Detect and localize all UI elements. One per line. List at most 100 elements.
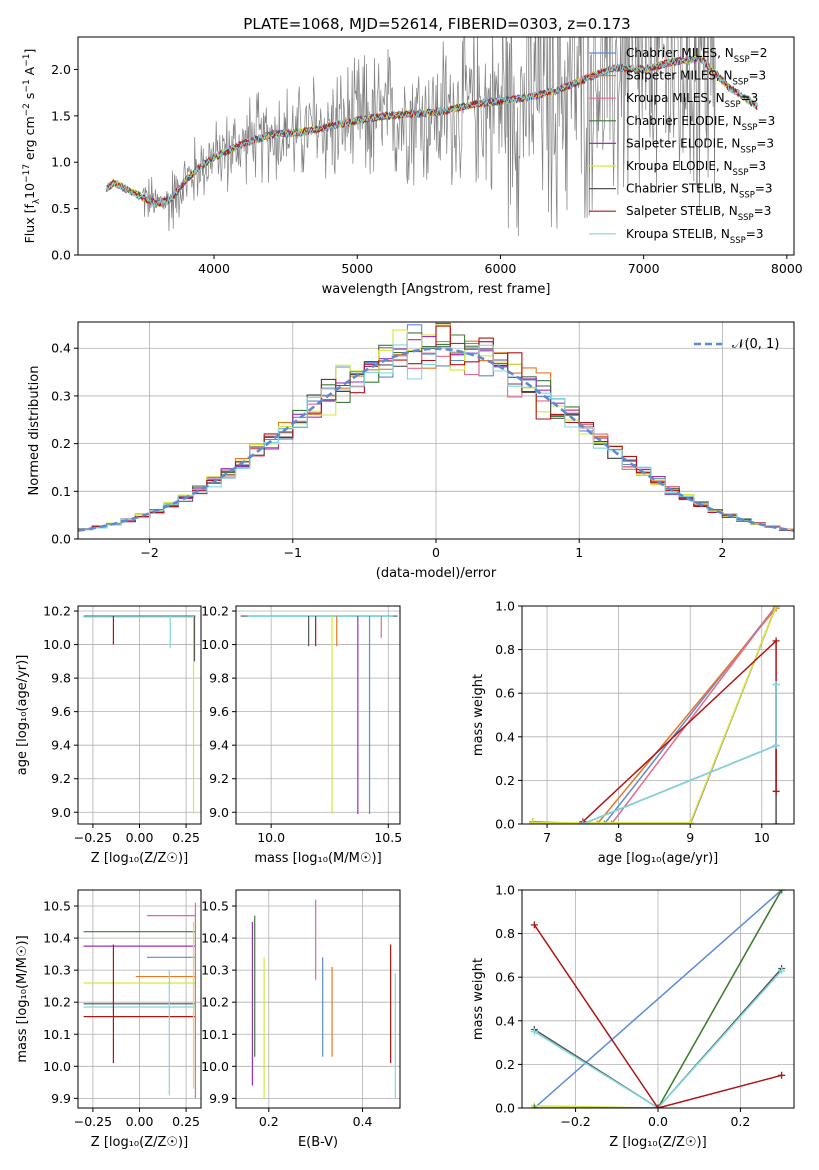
y-tick-label: 9.2 <box>51 771 71 786</box>
y-tick-label: 10.4 <box>201 931 229 946</box>
y-tick-label: 0.0 <box>495 817 515 832</box>
x-axis-label: (data-model)/error <box>376 566 497 581</box>
weight-marker <box>778 1071 786 1079</box>
x-tick-label: 7 <box>543 830 551 845</box>
y-tick-label: 10.5 <box>201 899 229 914</box>
legend-entry: Kroupa ELODIE, NSSP=3 <box>626 159 766 178</box>
axes-frame <box>235 605 401 825</box>
x-tick-label: 1 <box>575 545 583 560</box>
x-tick-label: 0.2 <box>259 1114 279 1129</box>
x-tick-label: −1 <box>284 545 302 560</box>
grid-lines <box>78 890 201 1108</box>
weight-marker <box>530 1104 538 1108</box>
mass-vs-ebv-panel: 0.2 0.4 9.9 10.0 10.1 10.2 10.3 10.4 10.5 E(B-V) <box>201 889 401 1150</box>
y-tick-label: 9.9 <box>51 1091 71 1106</box>
y-tick-label: 1.0 <box>51 155 71 170</box>
y-tick-label: 1.0 <box>495 883 515 898</box>
legend-entry: Kroupa STELIB, NSSP=3 <box>626 227 764 246</box>
y-tick-label: 9.2 <box>209 771 229 786</box>
legend: Chabrier MILES, NSSP=2 Salpeter MILES, NS… <box>589 46 775 246</box>
x-axis-label: Z [log₁₀(Z/Z☉)] <box>609 1135 706 1150</box>
y-tick-label: 0.6 <box>495 686 515 701</box>
error-bars <box>251 899 396 1099</box>
y-axis-label: age [log₁₀(age/yr)] <box>15 655 30 776</box>
y-tick-label: 0.1 <box>51 484 71 499</box>
x-tick-label: 10.0 <box>257 830 285 845</box>
x-tick-label: 0 <box>432 545 440 560</box>
weight-marker <box>593 820 601 824</box>
weight-marker <box>772 787 780 795</box>
y-tick-label: 10.0 <box>43 1059 71 1074</box>
x-tick-label: 0.25 <box>172 1114 200 1129</box>
weight-marker <box>778 967 786 975</box>
y-axis-label: mass [log₁₀(M/M☉)] <box>15 935 30 1062</box>
y-axis-label: Normed distribution <box>27 366 42 496</box>
x-tick-label: 10.5 <box>374 830 402 845</box>
x-tick-label: 6000 <box>485 261 517 276</box>
y-tick-label: 10.1 <box>201 1027 229 1042</box>
y-tick-label: 10.0 <box>43 637 71 652</box>
weight-line <box>532 606 777 824</box>
y-tick-label: 10.4 <box>43 931 71 946</box>
weight-line <box>582 639 777 823</box>
weight-marker <box>600 820 608 824</box>
weight-line <box>534 970 783 1108</box>
y-tick-label: 0.4 <box>495 729 515 744</box>
axes-frame <box>77 36 795 256</box>
y-tick-label: 9.6 <box>51 704 71 719</box>
y-tick-label: 0.3 <box>51 388 71 403</box>
weight-line <box>533 968 783 1108</box>
weight-marker <box>654 1104 662 1108</box>
y-tick-label: 9.0 <box>209 805 229 820</box>
x-tick-label: 0.00 <box>126 830 154 845</box>
weight-line <box>532 606 777 824</box>
x-axis-label: Z [log₁₀(Z/Z☉)] <box>91 851 188 866</box>
y-tick-label: 9.6 <box>209 704 229 719</box>
y-axis-label: mass weight <box>471 674 486 756</box>
x-tick-label: 0.0 <box>648 1114 668 1129</box>
weight-marker <box>607 820 615 824</box>
weight-line <box>532 606 777 824</box>
y-tick-label: 10.3 <box>43 963 71 978</box>
x-tick-label: 5000 <box>341 261 373 276</box>
y-tick-label: 1.0 <box>495 599 515 614</box>
y-tick-label: 0.0 <box>51 532 71 547</box>
weight-marker <box>686 819 694 824</box>
grid-lines <box>78 606 201 824</box>
x-tick-label: −2 <box>140 545 158 560</box>
age-vs-mass-panel: 10.0 10.5 9.0 9.2 9.4 9.6 9.8 10.0 10.2 mass [log… <box>201 604 402 866</box>
weight-line <box>582 684 777 824</box>
legend-entry: Kroupa MILES, NSSP=3 <box>626 91 758 110</box>
y-tick-label: 9.8 <box>51 671 71 686</box>
x-tick-label: 0.4 <box>353 1114 373 1129</box>
y-tick-label: 9.4 <box>209 738 229 753</box>
y-tick-label: 9.8 <box>209 671 229 686</box>
grid-lines <box>236 890 400 1108</box>
weight-marker <box>772 637 780 645</box>
x-tick-label: 0.25 <box>172 830 200 845</box>
y-tick-label: 10.1 <box>43 1027 71 1042</box>
x-tick-label: 10 <box>754 830 770 845</box>
weight-line <box>610 606 777 824</box>
weight-line <box>533 890 783 1108</box>
weight-marker <box>772 742 780 750</box>
y-tick-label: 0.5 <box>51 201 71 216</box>
legend-entry: Salpeter ELODIE, NSSP=3 <box>626 136 774 155</box>
x-axis-label: age [log₁₀(age/yr)] <box>598 851 719 866</box>
error-bars <box>83 902 197 1099</box>
histograms <box>78 322 794 532</box>
mass-vs-metallicity-panel: −0.25 0.00 0.25 9.9 10.0 10.1 10.2 10.3 10.4 10.5… <box>15 889 202 1150</box>
y-tick-label: 0.4 <box>495 1013 515 1028</box>
x-tick-label: 0.2 <box>730 1114 750 1129</box>
weight-marker <box>530 1028 538 1036</box>
x-tick-label: −0.25 <box>74 1114 112 1129</box>
model-fits <box>106 53 758 209</box>
y-tick-label: 0.2 <box>495 1057 515 1072</box>
error-bars <box>240 615 398 814</box>
x-axis-label: E(B-V) <box>298 1135 338 1150</box>
legend-entry: Chabrier STELIB, NSSP=3 <box>626 182 773 201</box>
y-tick-label: 0.2 <box>495 773 515 788</box>
observed-spectrum <box>142 37 716 237</box>
histogram-step <box>78 344 794 531</box>
y-axis-label: mass weight <box>471 958 486 1040</box>
